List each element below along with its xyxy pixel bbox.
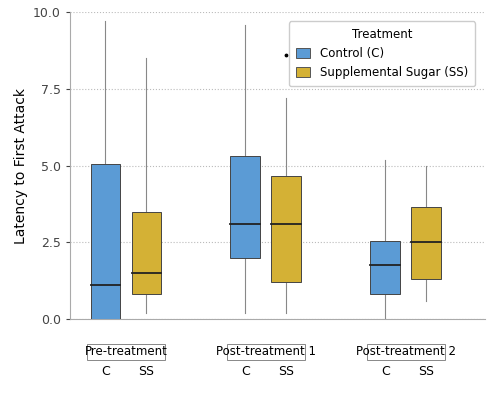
- FancyBboxPatch shape: [226, 344, 305, 360]
- Text: SS: SS: [278, 365, 294, 378]
- Bar: [272, 176, 302, 282]
- FancyBboxPatch shape: [87, 344, 165, 360]
- Bar: [230, 157, 260, 258]
- Text: Pre-treatment: Pre-treatment: [84, 346, 168, 359]
- Text: SS: SS: [138, 365, 154, 378]
- Legend: Control (C), Supplemental Sugar (SS): Control (C), Supplemental Sugar (SS): [289, 21, 475, 86]
- Text: SS: SS: [418, 365, 434, 378]
- Text: C: C: [381, 365, 390, 378]
- Text: Post-treatment 1: Post-treatment 1: [216, 346, 316, 359]
- Text: C: C: [101, 365, 110, 378]
- Bar: [90, 164, 120, 319]
- Bar: [370, 241, 400, 294]
- Y-axis label: Latency to First Attack: Latency to First Attack: [14, 88, 28, 244]
- FancyBboxPatch shape: [366, 344, 445, 360]
- Text: Post-treatment 2: Post-treatment 2: [356, 346, 456, 359]
- Bar: [132, 212, 162, 294]
- Text: C: C: [241, 365, 250, 378]
- Bar: [412, 207, 441, 279]
